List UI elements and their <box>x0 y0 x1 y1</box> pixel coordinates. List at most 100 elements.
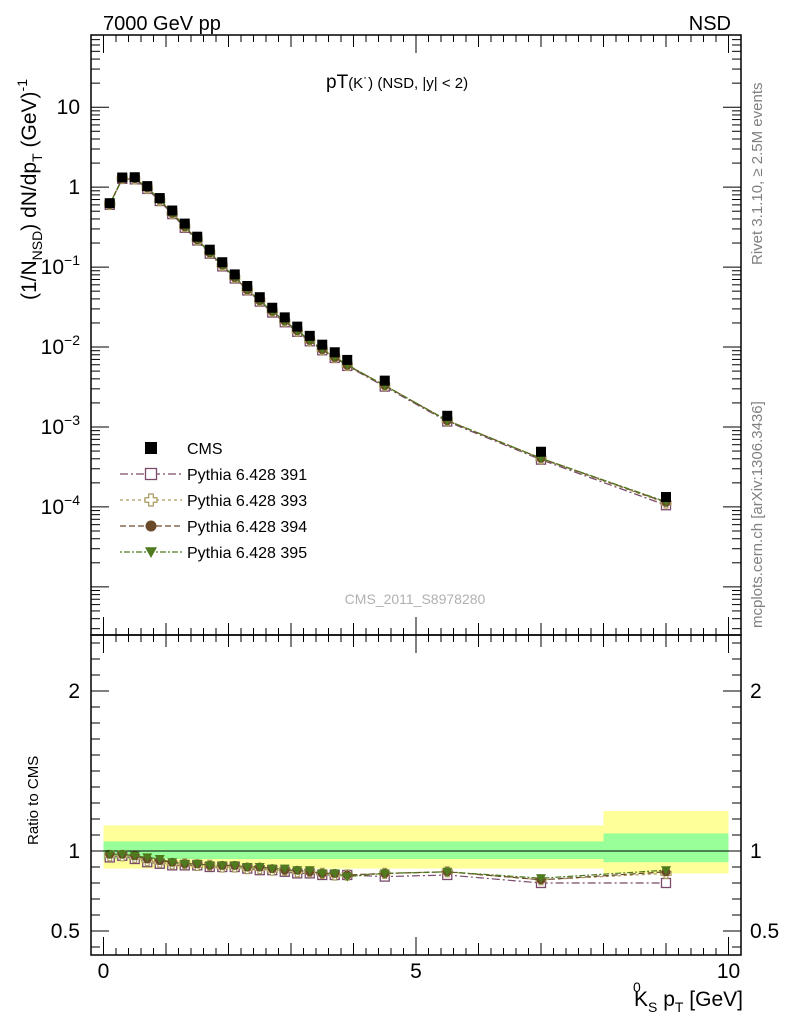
data-point <box>304 330 315 341</box>
data-point <box>167 205 178 216</box>
data-point <box>204 244 215 255</box>
ylabel-e: (GeV) <box>18 91 41 153</box>
ratio-point <box>379 869 390 879</box>
ylabel-b: NSD <box>29 231 45 261</box>
main-title-main: pT <box>326 72 349 93</box>
ratio-point <box>142 853 153 863</box>
ratio-point <box>217 861 228 871</box>
header-right: NSD <box>689 13 731 35</box>
data-point <box>317 339 328 350</box>
ratio-series-pythia-6-428-395 <box>104 850 671 884</box>
y-tick-label: 10−2 <box>41 332 81 359</box>
series-cms <box>104 172 671 503</box>
data-point <box>242 281 253 292</box>
legend-label: Pythia 6.428 391 <box>187 467 307 484</box>
xlabel-a: K <box>634 988 648 1011</box>
ratio-point <box>292 866 303 876</box>
ratio-point <box>329 869 340 879</box>
legend-entry: Pythia 6.428 394 <box>120 519 307 536</box>
ratio-point <box>342 872 353 882</box>
ratio-x-tick-label: 5 <box>410 960 422 983</box>
ylabel-f: -1 <box>14 79 30 92</box>
ratio-point <box>167 858 178 868</box>
ratio-point <box>229 861 240 871</box>
mcplots-label: mcplots.cern.ch [arXiv:1306.3436] <box>749 401 766 628</box>
data-point <box>329 347 340 358</box>
band-inner <box>603 833 729 863</box>
ratio-point <box>442 867 453 877</box>
ratio-point <box>117 850 128 860</box>
main-title-rest: (NSD, |y| < 2) <box>373 75 468 92</box>
legend-entry: Pythia 6.428 395 <box>120 545 307 562</box>
main-title-paren: (K˙) <box>348 75 373 92</box>
data-point <box>267 302 278 313</box>
legend-marker <box>145 442 157 454</box>
ratio-point <box>279 864 290 874</box>
data-point <box>442 410 453 421</box>
header-left: 7000 GeV pp <box>103 13 221 35</box>
data-point <box>254 292 265 303</box>
xlabel-sub: S <box>648 999 657 1015</box>
y-tick-exponent: −2 <box>64 332 80 348</box>
data-point <box>129 172 140 183</box>
data-point <box>661 492 671 503</box>
data-point <box>536 446 546 457</box>
ratio-plot-area <box>103 811 729 889</box>
ratio-point <box>661 866 671 876</box>
y-tick-label: 10−4 <box>41 492 81 519</box>
ratio-frame <box>90 634 742 956</box>
ylabel-c: ) dN/dp <box>18 162 41 231</box>
main-ylabel: (1/NNSD) dN/dpT (GeV)-1 <box>14 79 45 300</box>
y-tick-mantissa: 10 <box>41 416 64 439</box>
ratio-point <box>154 855 165 864</box>
ratio-x-tick-label: 0 <box>98 960 110 983</box>
legend-label: Pythia 6.428 393 <box>187 493 307 510</box>
data-point <box>279 312 290 323</box>
y-tick-mantissa: 10 <box>41 336 64 359</box>
ratio-point <box>204 861 215 871</box>
data-point <box>154 193 165 204</box>
rivet-label: Rivet 3.1.10, ≥ 2.5M events <box>749 83 766 266</box>
legend-label: CMS <box>187 441 223 458</box>
legend-marker <box>145 547 157 558</box>
xlabel-b: p <box>657 988 675 1011</box>
y-tick-label: 1 <box>68 176 80 199</box>
data-point <box>104 198 115 209</box>
ratio-point <box>536 874 546 884</box>
data-point <box>379 375 390 386</box>
ratio-point <box>660 877 672 889</box>
ratio-y-tick-label-left: 1 <box>68 840 80 863</box>
ratio-point <box>317 869 328 879</box>
legend-entry: Pythia 6.428 393 <box>120 493 307 510</box>
ratio-point <box>179 859 190 869</box>
ratio-ylabel: Ratio to CMS <box>25 756 42 845</box>
band-inner <box>103 841 604 859</box>
data-point <box>342 354 353 365</box>
ratio-x-tick-label: 10 <box>717 960 740 983</box>
ratio-panel: 0.5 0.51 12 20 5 10 Ratio to CMS KS pT [GeV] … <box>25 634 779 1015</box>
xlabel-d: [GeV] <box>683 988 743 1011</box>
ratio-point <box>254 863 265 872</box>
y-tick-exponent: −3 <box>64 412 80 428</box>
data-point <box>292 321 303 332</box>
legend-marker <box>144 493 158 507</box>
data-point <box>117 172 128 183</box>
ratio-y-tick-label-left: 2 <box>68 680 80 703</box>
ratio-point <box>129 851 140 861</box>
ylabel-d: T <box>29 153 45 162</box>
main-plot-area <box>104 172 672 511</box>
ratio-y-tick-label-right: 0.5 <box>750 920 779 943</box>
ratio-y-tick-label-right: 1 <box>750 840 762 863</box>
ratio-point <box>104 850 115 860</box>
legend-entry: Pythia 6.428 391 <box>120 467 307 484</box>
y-tick-exponent: −1 <box>64 252 80 268</box>
legend-marker <box>145 520 157 532</box>
analysis-id: CMS_2011_S8978280 <box>345 591 486 607</box>
data-point <box>142 181 153 192</box>
y-tick-mantissa: 10 <box>41 496 64 519</box>
series-line <box>109 177 667 503</box>
y-tick-mantissa: 10 <box>41 256 64 279</box>
legend: CMS Pythia 6.428 391 Pythia 6.428 393 Pythi… <box>120 441 307 562</box>
